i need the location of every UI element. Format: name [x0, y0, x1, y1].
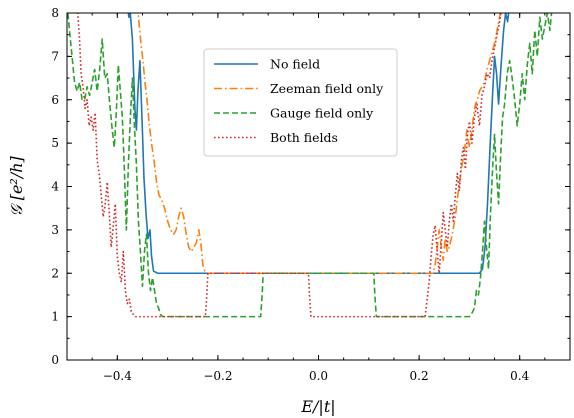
x-tick-label: −0.2 — [203, 369, 232, 383]
y-axis-label: 𝒢 [e²/h] — [7, 155, 26, 216]
y-tick-label: 4 — [51, 180, 59, 194]
y-tick-label: 5 — [51, 136, 59, 150]
y-tick-label: 8 — [51, 6, 59, 20]
y-tick-label: 3 — [51, 223, 59, 237]
y-tick-label: 0 — [51, 353, 59, 367]
x-tick-label: 0.4 — [510, 369, 529, 383]
series-layer — [67, 13, 553, 318]
y-tick-label: 6 — [51, 93, 59, 107]
series-line-1 — [127, 13, 510, 275]
legend-label-2: Zeeman field only — [270, 81, 384, 96]
ticks-layer: −0.4 −0.2 0.0 0.2 0.4 0 1 2 3 4 5 6 7 8 — [51, 6, 571, 383]
legend-label-3: Gauge field only — [270, 106, 374, 121]
legend-label-1: No field — [270, 57, 320, 72]
y-tick-label: 7 — [51, 49, 59, 63]
legend-label-4: Both fields — [270, 130, 338, 145]
y-tick-label: 1 — [51, 310, 59, 324]
x-axis-label: E/|t| — [300, 397, 335, 416]
series-line-4 — [76, 13, 502, 318]
series-line-3 — [67, 13, 553, 318]
legend: No field Zeeman field only Gauge field onl… — [203, 48, 398, 157]
x-tick-label: 0.2 — [410, 369, 429, 383]
y-tick-label: 2 — [51, 266, 59, 280]
x-tick-label: 0.0 — [309, 369, 328, 383]
x-tick-label: −0.4 — [103, 369, 133, 383]
legend-box — [203, 48, 398, 157]
